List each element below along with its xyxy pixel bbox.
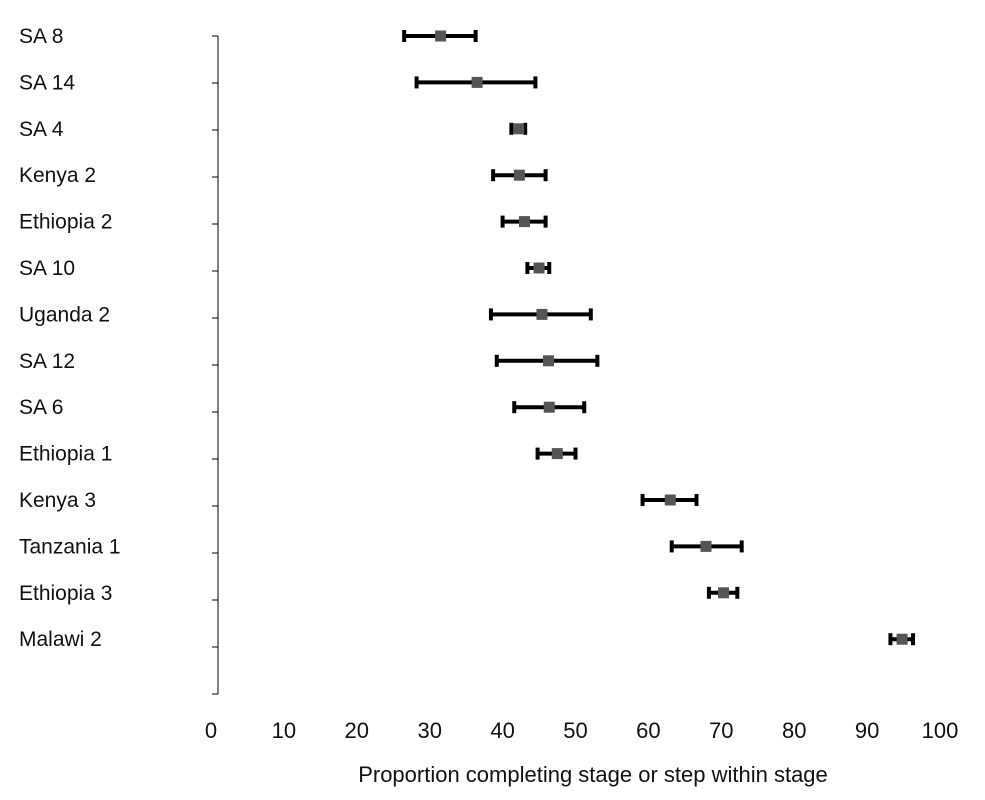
category-label: Kenya 2 xyxy=(19,164,96,187)
data-point-marker xyxy=(543,355,555,367)
x-tick-label: 10 xyxy=(272,718,296,743)
data-point-marker xyxy=(700,540,712,552)
y-axis xyxy=(212,35,219,695)
x-tick-label: 50 xyxy=(563,718,587,743)
category-label: Kenya 3 xyxy=(19,489,96,512)
category-label: SA 10 xyxy=(19,257,75,280)
x-tick-labels: 0 10 20 30 40 50 60 70 80 90 100 xyxy=(205,718,958,743)
x-tick-label: 30 xyxy=(417,718,441,743)
data-point-marker xyxy=(536,308,548,320)
data-point-marker xyxy=(551,448,563,460)
data-point-marker xyxy=(533,262,545,274)
x-tick-label: 40 xyxy=(490,718,514,743)
x-tick-label: 80 xyxy=(782,718,806,743)
category-label: SA 8 xyxy=(19,25,63,48)
data-point-marker xyxy=(513,169,525,181)
data-point-marker xyxy=(896,633,908,645)
x-tick-label: 90 xyxy=(855,718,879,743)
data-point-marker xyxy=(435,30,447,42)
category-label: SA 14 xyxy=(19,71,75,94)
x-tick-label: 70 xyxy=(709,718,733,743)
data-point-marker xyxy=(518,216,530,228)
x-tick-label: 20 xyxy=(345,718,369,743)
category-label: Ethiopia 1 xyxy=(19,443,112,466)
x-axis-title: Proportion completing stage or step with… xyxy=(358,762,828,787)
x-tick-label: 100 xyxy=(922,718,959,743)
data-point-marker xyxy=(664,494,676,506)
category-label: SA 4 xyxy=(19,118,64,141)
category-label: SA 12 xyxy=(19,350,75,373)
category-label: Ethiopia 2 xyxy=(19,211,112,234)
category-label: Malawi 2 xyxy=(19,628,102,651)
category-label: Tanzania 1 xyxy=(19,535,121,558)
data-points xyxy=(435,30,908,645)
data-point-marker xyxy=(543,401,555,413)
category-label: Uganda 2 xyxy=(19,303,110,326)
error-bars xyxy=(402,30,916,646)
category-label: SA 6 xyxy=(19,396,63,419)
x-tick-label: 60 xyxy=(636,718,660,743)
category-label: Ethiopia 3 xyxy=(19,582,112,605)
data-point-marker xyxy=(471,76,483,88)
x-tick-label: 0 xyxy=(205,718,217,743)
data-point-marker xyxy=(513,123,525,135)
category-labels: SA 8 SA 14 SA 4 Kenya 2 Ethiopia 2 SA 10 Ugand… xyxy=(19,25,121,651)
data-point-marker xyxy=(717,587,729,599)
